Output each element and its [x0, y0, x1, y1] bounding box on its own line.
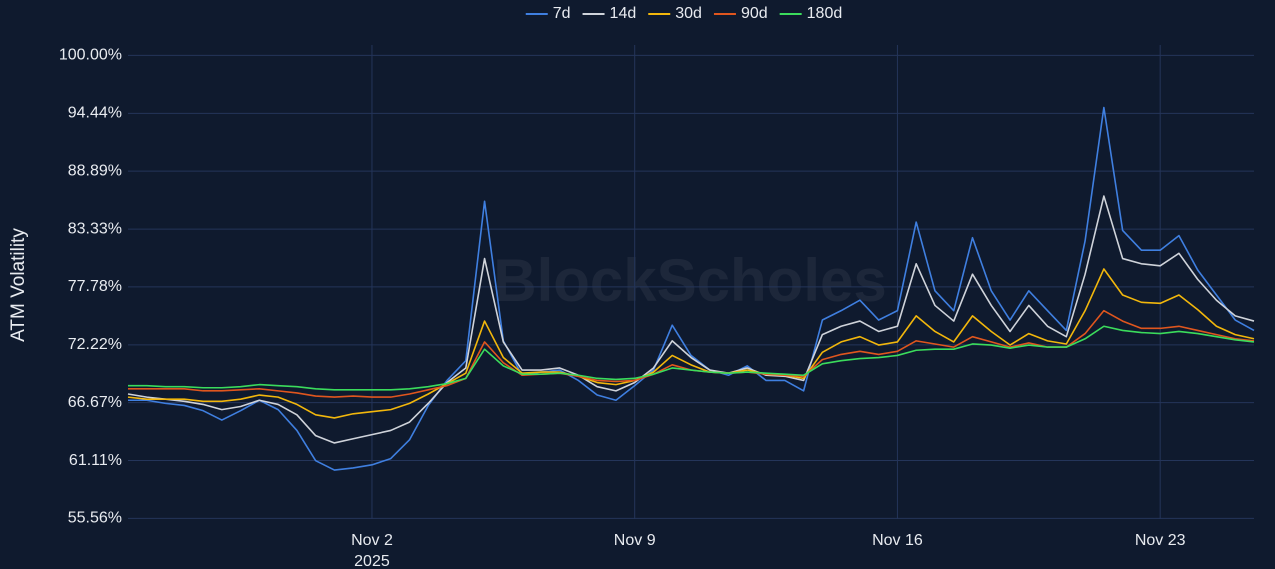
- y-tick-label: 72.22%: [68, 336, 122, 353]
- series-line: [127, 268, 1255, 419]
- legend-label: 14d: [610, 5, 637, 22]
- legend-label: 90d: [741, 5, 768, 22]
- x-tick-label: Nov 23: [1135, 532, 1186, 549]
- y-tick-label: 55.56%: [68, 510, 122, 527]
- y-axis-title: ATM Volatility: [8, 228, 29, 342]
- y-tick-label: 100.00%: [59, 47, 122, 64]
- y-tick-label: 94.44%: [68, 105, 122, 122]
- legend-label: 30d: [675, 5, 702, 22]
- legend: 7d 14d 30d 90d 180d: [525, 5, 843, 22]
- y-tick-label: 83.33%: [68, 220, 122, 237]
- watermark: BlockScholes: [493, 247, 887, 314]
- x-year-label: 2025: [354, 553, 390, 569]
- y-tick-label: 61.11%: [69, 452, 122, 469]
- y-tick-label: 66.67%: [68, 394, 122, 411]
- series-line: [128, 106, 1255, 471]
- y-tick-label: 77.78%: [68, 278, 122, 295]
- legend-label: 7d: [553, 5, 571, 22]
- x-tick-label: Nov 16: [872, 532, 923, 549]
- series-line: [128, 325, 1255, 391]
- y-tick-label: 88.89%: [68, 162, 122, 179]
- series-line: [127, 195, 1255, 444]
- legend-label: 180d: [807, 5, 843, 22]
- x-tick-label: Nov 9: [614, 532, 656, 549]
- x-tick-label: Nov 2: [351, 532, 393, 549]
